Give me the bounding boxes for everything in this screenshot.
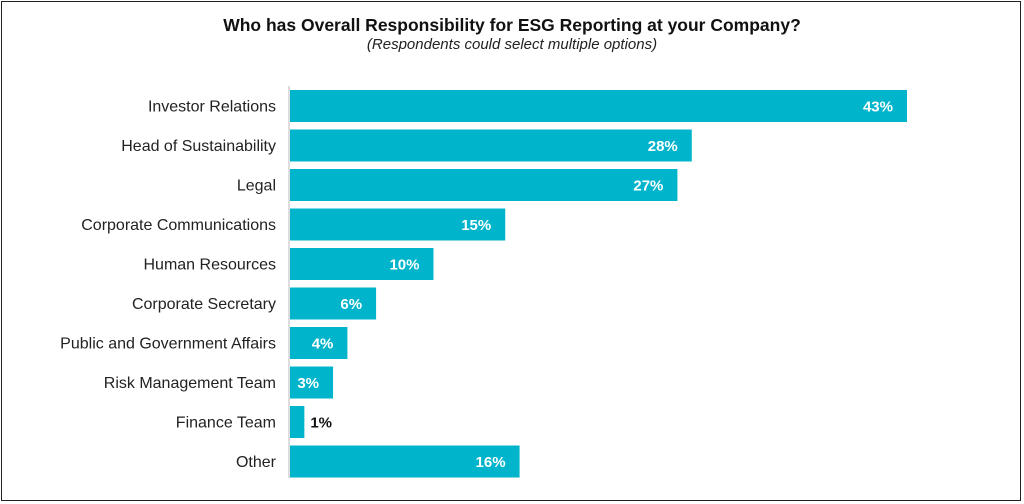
bar xyxy=(290,287,377,320)
data-label: 10% xyxy=(389,257,419,274)
bar xyxy=(290,129,692,162)
bar xyxy=(290,208,506,241)
data-label: 4% xyxy=(312,336,334,353)
bar xyxy=(290,90,907,122)
category-label: Risk Management Team xyxy=(104,375,276,392)
bars-group: Investor Relations 43% Head of Sustainabil… xyxy=(60,90,907,478)
category-label: Public and Government Affairs xyxy=(60,336,276,353)
data-label: 3% xyxy=(297,375,319,392)
category-label: Head of Sustainability xyxy=(121,138,276,155)
category-label: Corporate Communications xyxy=(81,217,276,234)
data-label: 16% xyxy=(476,454,506,471)
category-label: Human Resources xyxy=(144,257,277,274)
data-label: 1% xyxy=(310,415,332,432)
category-label: Corporate Secretary xyxy=(132,296,276,313)
bar xyxy=(290,445,520,478)
data-label: 28% xyxy=(648,138,678,155)
category-label: Finance Team xyxy=(176,415,276,432)
category-label: Legal xyxy=(237,178,276,195)
chart-title: Who has Overall Responsibility for ESG R… xyxy=(223,15,801,35)
data-label: 43% xyxy=(863,99,893,116)
data-label: 6% xyxy=(340,296,362,313)
category-label: Investor Relations xyxy=(148,99,276,116)
bar xyxy=(290,406,305,438)
data-label: 15% xyxy=(461,217,491,234)
bar xyxy=(290,169,678,201)
bar xyxy=(290,327,348,359)
bar xyxy=(290,366,334,399)
bar xyxy=(290,248,434,280)
chart-subtitle: (Respondents could select multiple optio… xyxy=(366,36,658,53)
category-label: Other xyxy=(236,454,277,471)
data-label: 27% xyxy=(633,178,663,195)
